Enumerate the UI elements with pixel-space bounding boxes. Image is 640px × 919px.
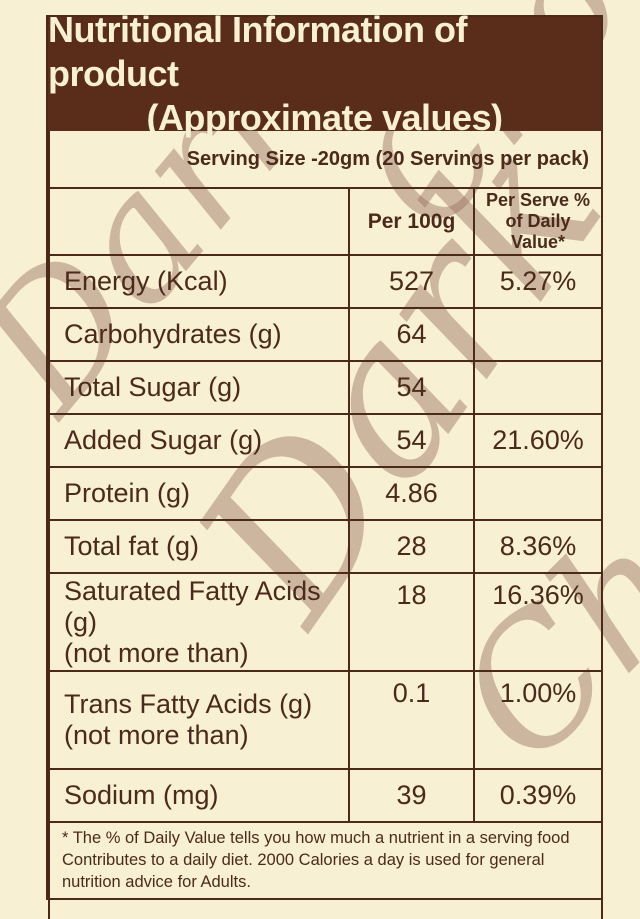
nutrient-name-cell: Total fat (g) (48, 519, 350, 574)
per-100g-value: 64 (348, 307, 475, 362)
daily-value-percent (472, 307, 604, 362)
nutrient-name: Energy (Kcal) (64, 266, 228, 296)
serving-size-row: Serving Size -20gm (20 Servings per pack… (47, 131, 604, 189)
table-row: Saturated Fatty Acids (g) (not more than)… (48, 572, 604, 672)
serving-size: Serving Size -20gm (20 Servings per pack… (47, 131, 604, 189)
table-row: Protein (g) 4.86 (48, 466, 604, 521)
nutrient-name: Sodium (mg) (64, 780, 219, 810)
title-line-1: Nutritional Information of product (48, 9, 467, 94)
nutrient-name-cell: Protein (g) (48, 466, 350, 521)
per-100g-value: 527 (348, 254, 475, 309)
daily-value-percent: 0.39% (472, 768, 604, 823)
nutrient-name: Total Sugar (g) (64, 372, 242, 402)
per-100g-value: 54 (348, 413, 475, 468)
daily-value-percent: 5.27% (472, 254, 604, 309)
nutrition-table: Serving Size -20gm (20 Servings per pack… (47, 131, 604, 919)
nutrient-name: Trans Fatty Acids (g) (64, 689, 313, 719)
per-100g-value: 0.1 (348, 670, 475, 770)
header-per-100g: Per 100g (348, 187, 475, 256)
nutrient-qualifier: (not more than) (64, 720, 249, 750)
per-100g-value: 28 (348, 519, 475, 574)
table-row: Trans Fatty Acids (g) (not more than) 0.1 1… (48, 670, 604, 770)
nutrient-name-cell: Added Sugar (g) (48, 413, 350, 468)
table-row: Energy (Kcal) 527 5.27% (48, 254, 604, 309)
nutrient-name-cell: Saturated Fatty Acids (g) (not more than) (48, 572, 350, 672)
daily-value-percent (472, 360, 604, 415)
footnote-row: * The % of Daily Value tells you how muc… (47, 821, 604, 919)
header-blank-cell (48, 187, 350, 256)
nutrition-panel: Nutritional Information of product (Appr… (46, 9, 604, 919)
nutrient-name-cell: Sodium (mg) (48, 768, 350, 823)
title-line-2: (Approximate values) (146, 97, 503, 138)
per-100g-value: 18 (348, 572, 475, 672)
table-row: Carbohydrates (g) 64 (48, 307, 604, 362)
per-100g-value: 54 (348, 360, 475, 415)
daily-value-percent: 16.36% (472, 572, 604, 672)
column-header-row: Per 100g Per Serve % of Daily Value* (48, 187, 604, 256)
daily-value-percent: 21.60% (472, 413, 604, 468)
nutrient-name-cell: Trans Fatty Acids (g) (not more than) (48, 670, 350, 770)
nutrient-name: Saturated Fatty Acids (g) (64, 575, 321, 637)
nutrient-name-cell: Total Sugar (g) (48, 360, 350, 415)
per-100g-value: 4.86 (348, 466, 475, 521)
daily-value-percent: 8.36% (472, 519, 604, 574)
nutrient-name-cell: Carbohydrates (g) (48, 307, 350, 362)
table-row: Total Sugar (g) 54 (48, 360, 604, 415)
header-per-serve-dv: Per Serve % of Daily Value* (472, 187, 604, 256)
daily-value-percent (472, 466, 604, 521)
table-row: Added Sugar (g) 54 21.60% (48, 413, 604, 468)
nutrient-qualifier: (not more than) (64, 637, 249, 668)
per-100g-value: 39 (348, 768, 475, 823)
table-row: Total fat (g) 28 8.36% (48, 519, 604, 574)
nutrient-name: Protein (g) (64, 478, 191, 508)
footnote: * The % of Daily Value tells you how muc… (47, 821, 604, 919)
table-row: Sodium (mg) 39 0.39% (48, 768, 604, 823)
daily-value-percent: 1.00% (472, 670, 604, 770)
nutrient-name: Carbohydrates (g) (64, 319, 282, 349)
nutrient-name: Added Sugar (g) (64, 425, 263, 455)
nutrient-name: Total fat (g) (64, 531, 200, 561)
title-banner: Nutritional Information of product (Appr… (48, 9, 601, 138)
nutrient-name-cell: Energy (Kcal) (48, 254, 350, 309)
